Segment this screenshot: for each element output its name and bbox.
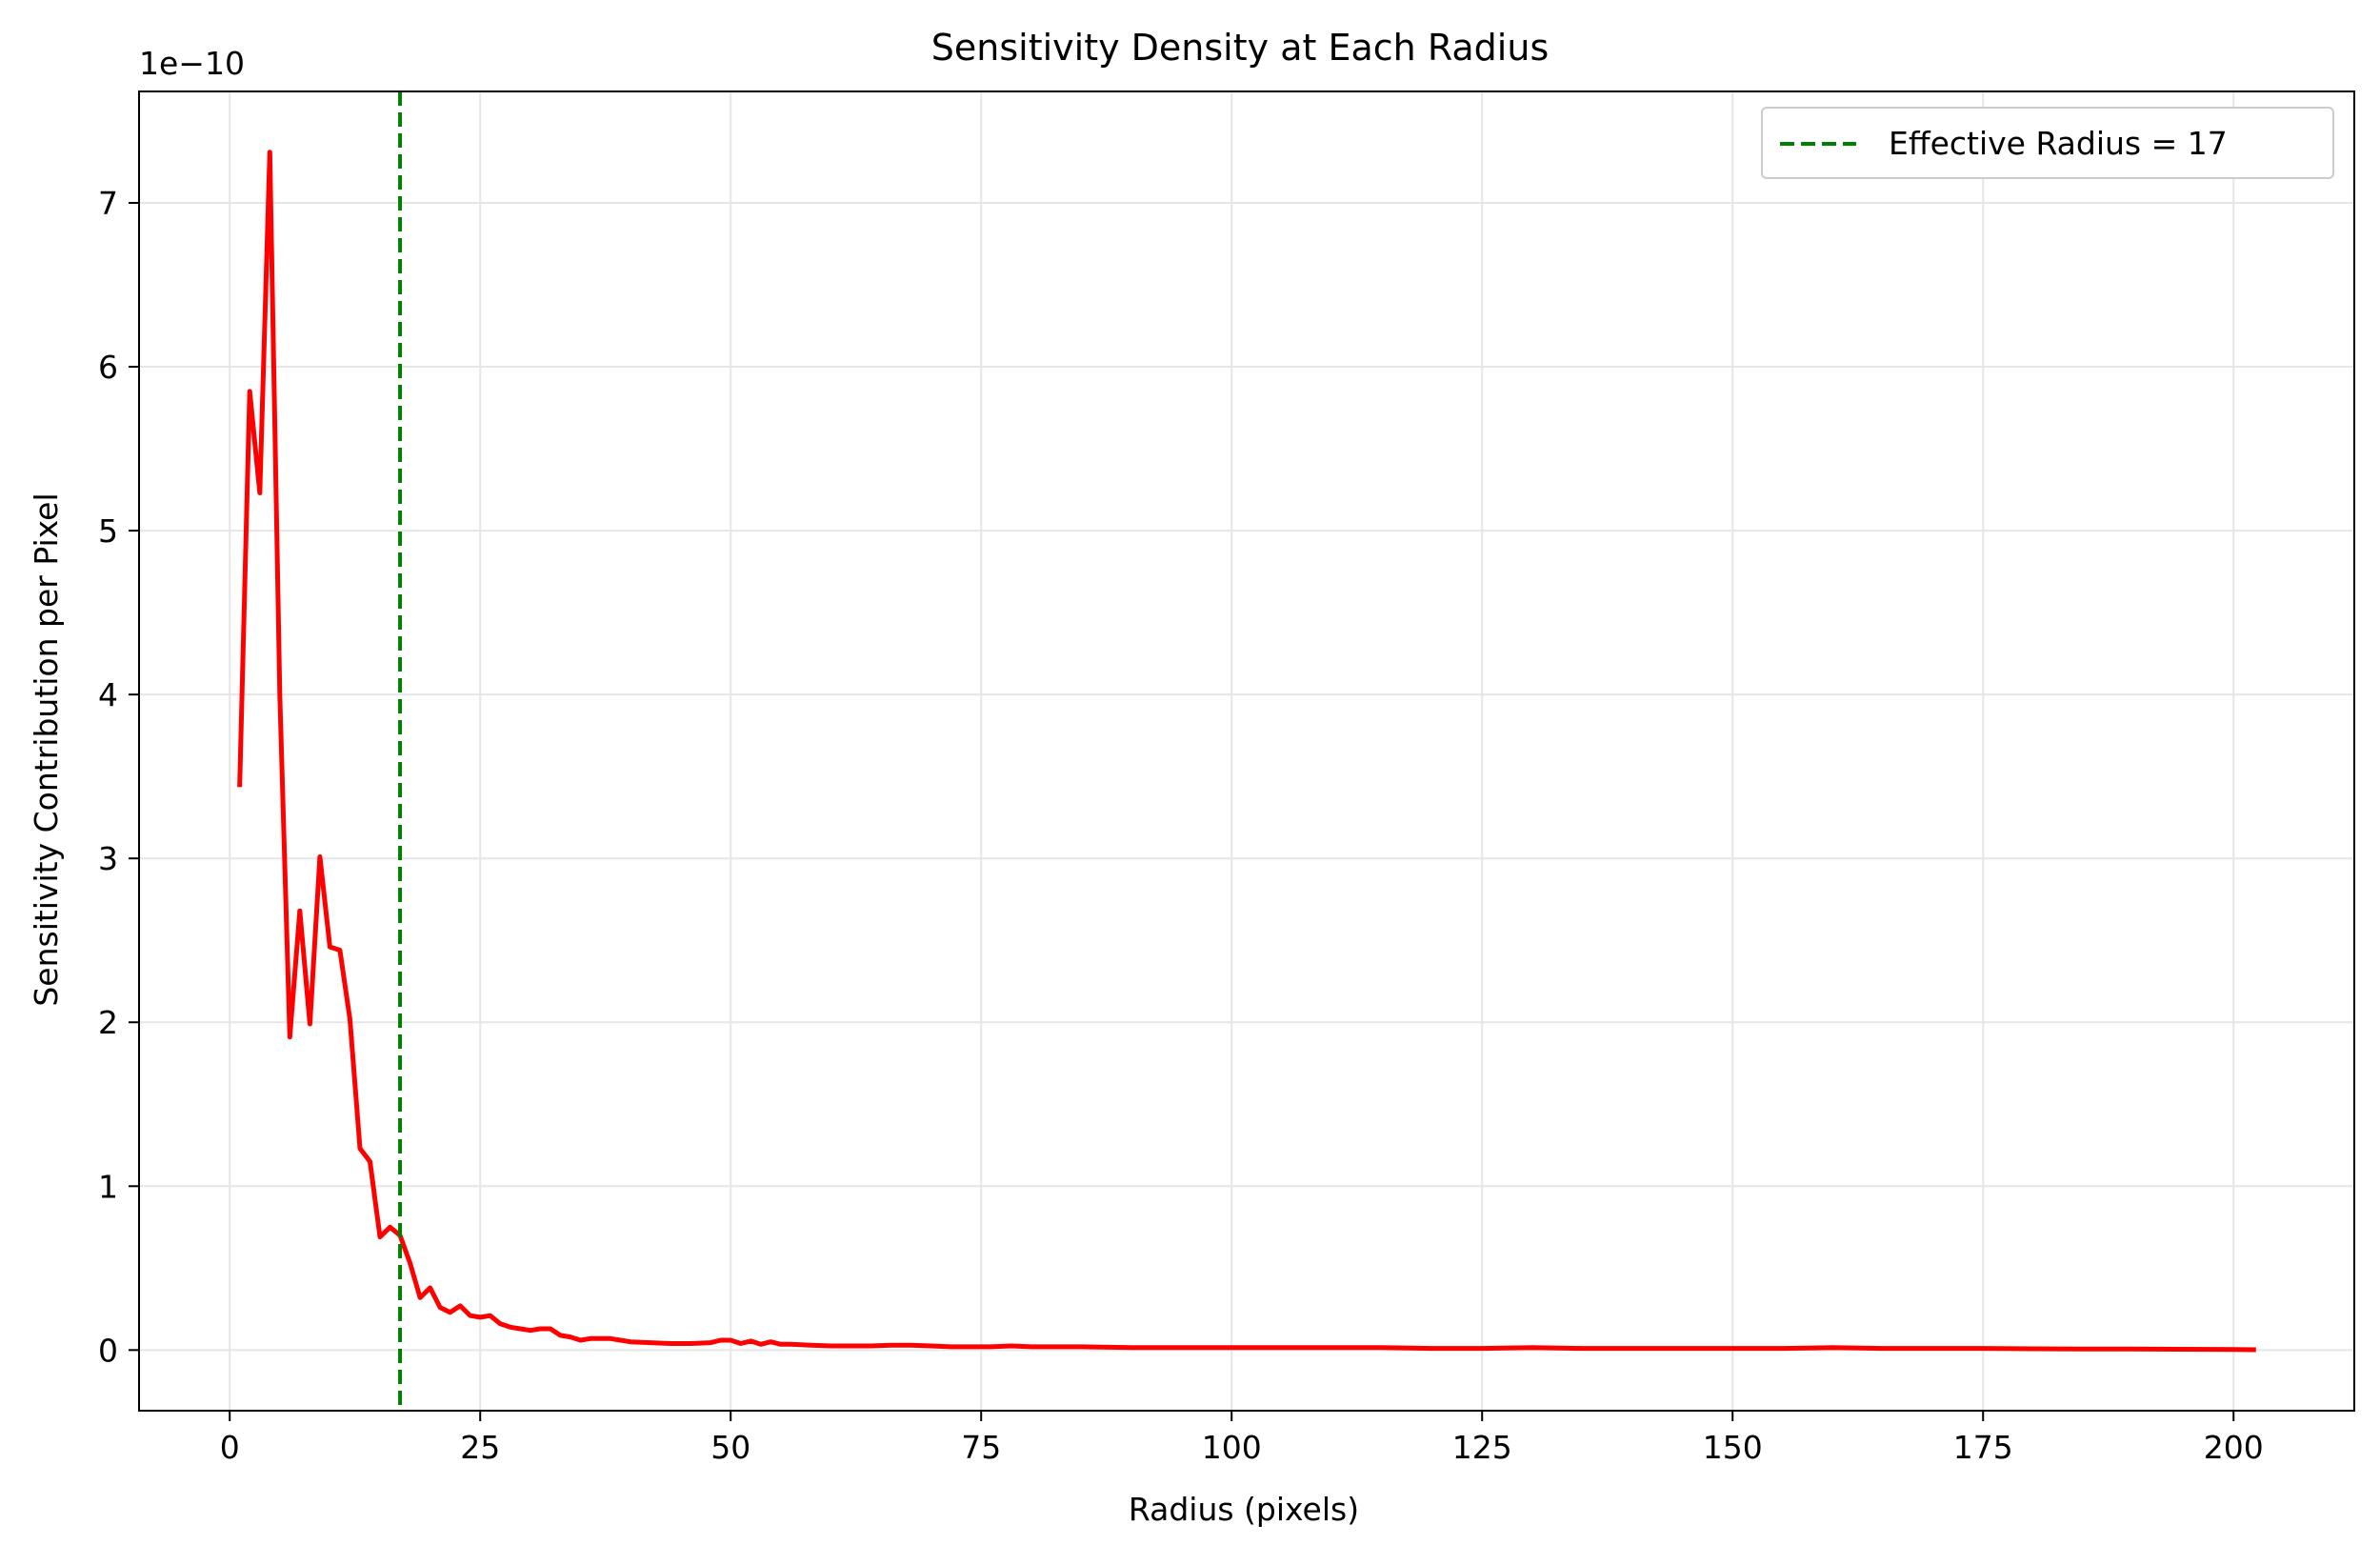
axis-ticks: 0 25 50 75 100 125 150 175 200 0 1 2 3 4 5 6 7	[98, 185, 2264, 1466]
y-tick-label: 2	[98, 1004, 118, 1041]
y-tick-label: 7	[98, 185, 118, 222]
x-tick-label: 175	[1953, 1429, 2013, 1466]
x-tick-label: 200	[2204, 1429, 2264, 1466]
axes-frame	[138, 90, 2355, 1412]
x-tick-label: 75	[961, 1429, 1001, 1466]
series-line	[237, 150, 2256, 1353]
x-axis-label: Radius (pixels)	[1129, 1491, 1359, 1528]
y-tick-label: 4	[98, 676, 118, 713]
y-tick-label: 6	[98, 349, 118, 386]
grid-lines	[139, 91, 2354, 1411]
y-tick-label: 5	[98, 512, 118, 550]
y-axis-label: Sensitivity Contribution per Pixel	[28, 492, 65, 1006]
chart-title: Sensitivity Density at Each Radius	[931, 27, 1550, 69]
plot-area	[237, 91, 2256, 1411]
y-offset-label: 1e−10	[139, 45, 245, 82]
y-tick-label: 1	[98, 1168, 118, 1205]
x-tick-label: 150	[1703, 1429, 1763, 1466]
legend-box	[1761, 107, 2334, 179]
legend: Effective Radius = 17	[1761, 107, 2334, 179]
x-tick-label: 0	[220, 1429, 240, 1466]
x-tick-label: 50	[710, 1429, 750, 1466]
x-tick-label: 125	[1452, 1429, 1512, 1466]
y-tick-label: 3	[98, 840, 118, 877]
y-tick-label: 0	[98, 1332, 118, 1369]
legend-label: Effective Radius = 17	[1889, 125, 2228, 162]
x-tick-label: 25	[460, 1429, 500, 1466]
x-tick-label: 100	[1202, 1429, 1262, 1466]
